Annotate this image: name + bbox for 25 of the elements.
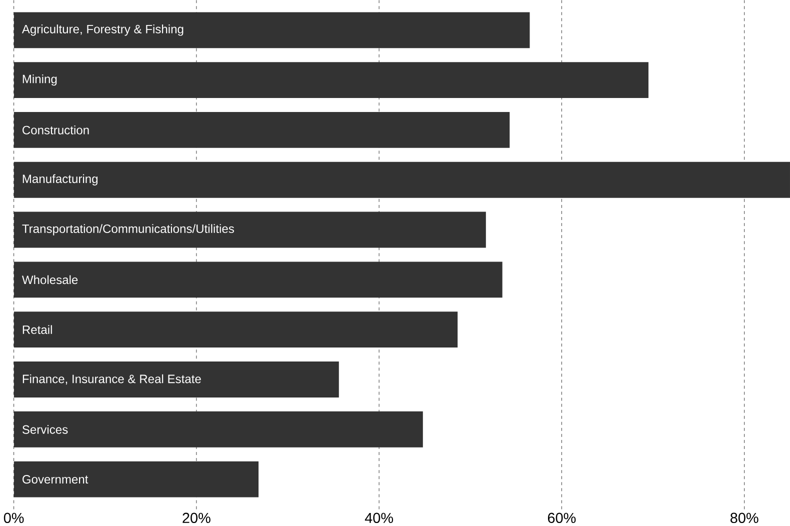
bar (14, 411, 423, 448)
x-tick-label: 0% (4, 512, 24, 523)
y-tick-label: Construction (22, 125, 89, 134)
y-tick-label: Mining (22, 74, 57, 86)
y-tick-label: Wholesale (22, 275, 78, 284)
bar (14, 311, 458, 348)
y-tick-label: Services (22, 424, 68, 434)
y-tick-label: Manufacturing (22, 174, 98, 186)
x-tick-label: 40% (364, 512, 394, 523)
bar (14, 112, 510, 148)
bar (14, 262, 502, 298)
y-tick-label: Agriculture, Forestry & Fishing (22, 24, 184, 36)
x-tick-label: 60% (548, 512, 576, 523)
y-tick-label: Government (22, 474, 88, 484)
x-tick-label: 20% (182, 512, 210, 523)
bar (14, 62, 648, 98)
bar (14, 461, 259, 498)
bar (14, 212, 486, 248)
y-tick-label: Transportation/Communications/Utilities (22, 224, 234, 236)
x-tick-label: 80% (730, 512, 758, 523)
bar (14, 162, 790, 198)
y-tick-label: Retail (22, 324, 52, 334)
bar (14, 361, 339, 398)
bar (14, 12, 530, 48)
y-tick-label: Finance, Insurance & Real Estate (22, 374, 201, 384)
